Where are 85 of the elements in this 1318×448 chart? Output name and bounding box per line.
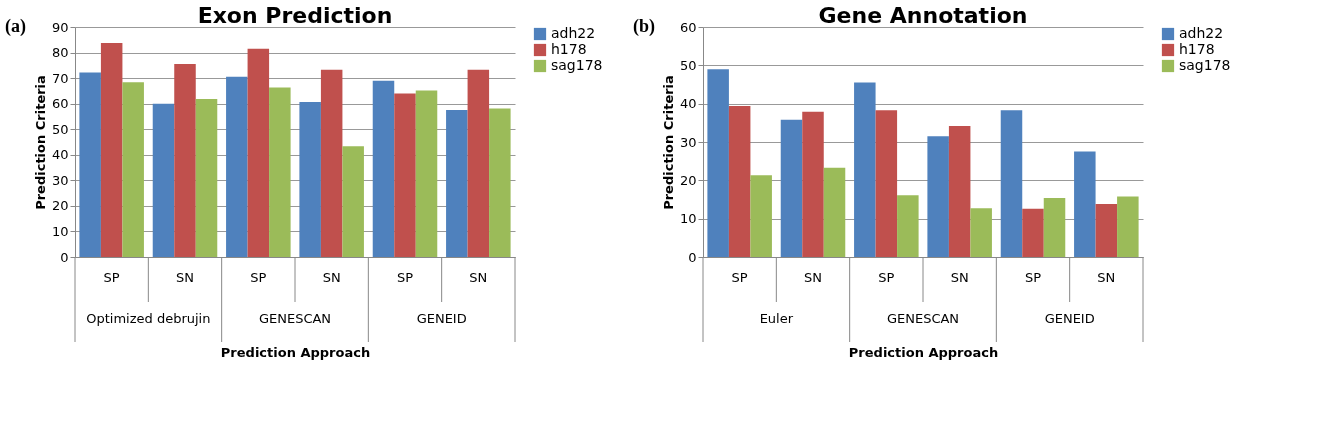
y-tick-label: 10 — [679, 211, 697, 227]
bar — [247, 48, 270, 257]
bar — [174, 64, 196, 257]
bar — [897, 195, 919, 257]
y-axis-title: Prediction Criteria — [32, 75, 48, 210]
text: (b) — [633, 16, 655, 37]
bar — [970, 208, 992, 257]
bar — [446, 110, 468, 257]
x-tick-label: SP — [396, 269, 414, 285]
bar — [320, 69, 343, 257]
x-tick-label: SN — [322, 269, 341, 285]
x-tick-label: SN — [804, 269, 822, 285]
bar — [1022, 208, 1044, 257]
text: GENEID — [1044, 311, 1095, 326]
y-tick-label: 50 — [51, 121, 69, 137]
bar — [875, 110, 898, 257]
text: GENEID — [416, 311, 467, 326]
y-tick-label: 10 — [51, 223, 69, 239]
y-tick-label: 60 — [51, 96, 69, 112]
y-tick-label: 60 — [679, 19, 697, 35]
x-axis-title: Prediction Approach — [848, 344, 999, 360]
bar — [467, 69, 490, 257]
legend-label: adh22 — [1179, 25, 1224, 41]
x-tick-label: SP — [1024, 269, 1042, 285]
legend-label: adh22 — [551, 25, 596, 41]
x-tick-label: SP — [250, 269, 267, 285]
bar — [1000, 110, 1023, 257]
bar — [1095, 204, 1118, 257]
legend-label: h178 — [551, 41, 587, 57]
legend-label: sag178 — [1179, 57, 1231, 73]
bar — [342, 146, 364, 257]
bar — [152, 103, 175, 257]
bar — [707, 69, 729, 257]
y-tick-label: 0 — [60, 249, 69, 265]
x-tick-label: SP — [878, 269, 895, 285]
x-tick-label: SN — [1097, 269, 1116, 285]
x-tick-label: SN — [176, 269, 194, 285]
y-tick-label: 50 — [679, 57, 697, 73]
legend-label: h178 — [1179, 41, 1215, 57]
y-tick-label: 0 — [688, 249, 697, 265]
text: Euler — [759, 311, 794, 326]
x-tick-label: SP — [103, 269, 120, 285]
bar — [299, 101, 321, 257]
x-tick-label: SN — [469, 269, 488, 285]
bar — [394, 93, 416, 257]
x-tick-label: SP — [731, 269, 748, 285]
bar — [195, 99, 218, 257]
y-tick-label: 90 — [51, 19, 69, 35]
bar — [1117, 196, 1139, 257]
text: Optimized debrujin — [86, 311, 211, 326]
y-axis-title: Prediction Criteria — [660, 75, 676, 210]
x-tick-label: SN — [950, 269, 969, 285]
bar — [948, 125, 971, 257]
bar — [122, 82, 144, 257]
bar — [728, 105, 751, 257]
y-tick-label: 80 — [51, 45, 69, 61]
bar — [823, 167, 846, 257]
bar — [489, 108, 511, 257]
text: GENESCAN — [886, 311, 960, 326]
bar — [854, 82, 876, 257]
bar — [802, 111, 824, 257]
bar — [927, 136, 949, 257]
bar — [79, 72, 101, 257]
chart-title: Exon Prediction — [197, 3, 393, 28]
bar — [100, 43, 123, 257]
text: GENESCAN — [258, 311, 332, 326]
y-tick-label: 20 — [51, 198, 69, 214]
bar — [1074, 151, 1096, 257]
bar — [269, 87, 291, 257]
bar — [226, 76, 248, 257]
bar — [415, 90, 438, 257]
bar — [372, 80, 395, 257]
chart-title: Gene Annotation — [818, 3, 1028, 28]
text: (a) — [5, 16, 26, 37]
bar — [780, 119, 803, 257]
bar — [1043, 197, 1066, 257]
x-axis-title: Prediction Approach — [220, 344, 371, 360]
bar — [750, 175, 772, 257]
legend-label: sag178 — [551, 57, 603, 73]
y-tick-label: 40 — [51, 147, 69, 163]
y-tick-label: 20 — [679, 172, 697, 188]
y-tick-label: 70 — [51, 70, 69, 86]
y-tick-label: 30 — [679, 134, 697, 150]
y-tick-label: 40 — [679, 96, 697, 112]
y-tick-label: 30 — [51, 172, 69, 188]
